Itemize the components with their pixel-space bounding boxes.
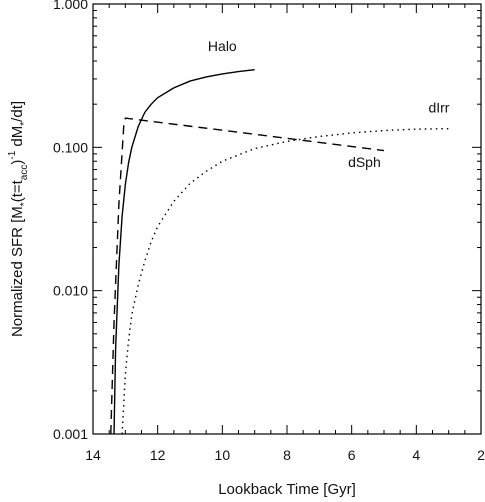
series-line-dirr <box>121 127 449 435</box>
series-label-dirr: dIrr <box>428 99 449 115</box>
y-tick-label: 0.100 <box>53 139 88 155</box>
series-group <box>110 69 449 435</box>
x-axis-title: Lookback Time [Gyr] <box>218 481 356 498</box>
y-axis-title: Normalized SFR [M*(t=tacc)-1 dM*/dt] <box>7 101 30 337</box>
y-axis-title-part: * <box>19 202 30 206</box>
y-axis-title-part: ) <box>9 160 26 165</box>
series-line-halo <box>113 69 255 435</box>
y-tick-label: 0.001 <box>53 426 88 442</box>
y-axis-title-part: /dt] <box>9 101 26 122</box>
y-axis-title-part: dM <box>9 126 26 151</box>
x-tick-label: 8 <box>283 447 291 463</box>
y-axis-title-part: * <box>19 122 30 126</box>
y-axis-title-part: (t=t <box>9 179 26 202</box>
y-axis-title-part: acc <box>19 165 30 181</box>
plot-frame <box>92 3 482 435</box>
y-tick-label: 0.010 <box>53 283 88 299</box>
x-tick-label: 14 <box>85 447 101 463</box>
y-tick-label: 1.000 <box>53 0 88 12</box>
x-tick-label: 4 <box>412 447 420 463</box>
y-axis-title-part: Normalized SFR [M <box>9 206 26 337</box>
y-axis-title-part: -1 <box>7 150 18 159</box>
series-line-dsph <box>110 117 385 435</box>
x-tick-label: 6 <box>348 447 356 463</box>
ticks-group: 14 12 10 8 6 4 2 0.001 0.010 0.100 1.000 <box>53 0 485 463</box>
labels-group: Halo dSph dIrr <box>208 38 450 170</box>
series-label-dsph: dSph <box>348 154 381 170</box>
x-tick-label: 2 <box>477 447 485 463</box>
x-tick-label: 12 <box>150 447 166 463</box>
x-tick-label: 10 <box>215 447 231 463</box>
series-label-halo: Halo <box>208 38 237 54</box>
plot-frame-group <box>92 3 482 435</box>
